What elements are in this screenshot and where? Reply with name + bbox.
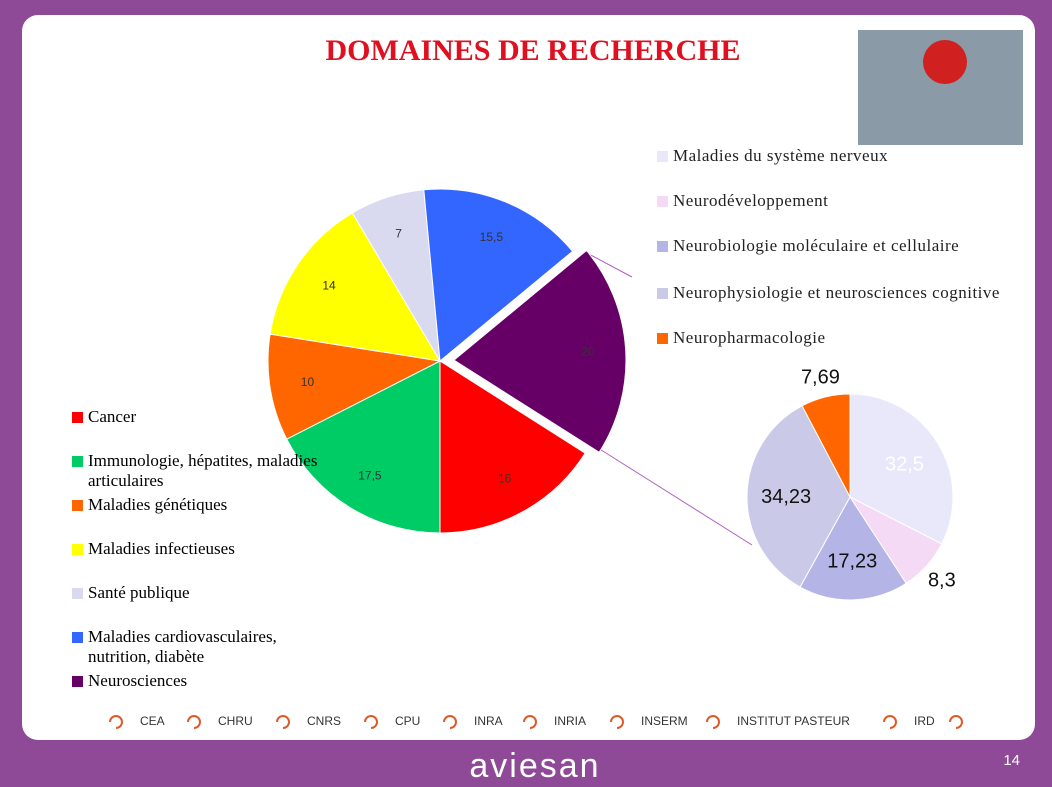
partner: INSTITUT PASTEUR	[737, 714, 850, 728]
partner-icon	[188, 716, 200, 728]
partner-icon	[524, 716, 536, 728]
slice-label: 10	[301, 375, 315, 389]
legend-entry: Santé publique	[72, 583, 318, 603]
partner: INRIA	[554, 714, 586, 728]
partner-icon	[444, 716, 456, 728]
legend-entry: Maladies infectieuses	[72, 539, 318, 559]
partner-icon	[110, 716, 122, 728]
legend-swatch	[72, 632, 83, 643]
legend-swatch	[72, 412, 83, 423]
partner: CNRS	[307, 714, 341, 728]
partner: CEA	[140, 714, 165, 728]
legend-swatch	[72, 588, 83, 599]
legend-text: Santé publique	[88, 583, 190, 602]
partner: CPU	[395, 714, 420, 728]
legend-entry: Neurosciences	[72, 671, 318, 691]
legend-swatch	[657, 241, 668, 252]
chart: DOMAINES DE RECHERCHE 14 aviesan 16 17,5 1…	[0, 0, 1052, 787]
legend-swatch	[657, 196, 668, 207]
partner-icon	[950, 716, 962, 728]
slice-label: 32,5	[885, 453, 924, 475]
slice-label: 8,3	[928, 569, 956, 591]
slice-label: 17,23	[827, 550, 877, 572]
slice-label: 34,23	[761, 486, 811, 508]
legend-text: Maladies du système nerveux	[673, 146, 888, 165]
partner-icon	[884, 716, 896, 728]
legend-text: Neurophysiologie et neurosciences cognit…	[673, 283, 1000, 302]
slide: DOMAINES DE RECHERCHE 14 aviesan 16 17,5 1…	[0, 0, 1052, 787]
legend-text: Neuropharmacologie	[673, 328, 826, 347]
connector	[598, 448, 752, 545]
photo-detail	[923, 40, 967, 84]
slice-label: 15,5	[480, 230, 504, 244]
legend-text: Neurobiologie moléculaire et cellulaire	[673, 236, 959, 255]
partner-icon	[365, 716, 377, 728]
partner-icon	[277, 716, 289, 728]
legend-swatch	[72, 500, 83, 511]
partner: INRA	[474, 714, 503, 728]
legend-swatch	[72, 544, 83, 555]
legend-text: Cancer	[88, 407, 136, 426]
legend-swatch	[657, 333, 668, 344]
legend-entry: Neurodéveloppement	[657, 191, 1023, 211]
partner-icon	[611, 716, 623, 728]
legend-text: Maladies cardiovasculaires, nutrition, d…	[88, 627, 277, 666]
legend-entry: Neurobiologie moléculaire et cellulaire	[657, 236, 1023, 256]
legend-entry: Neurophysiologie et neurosciences cognit…	[657, 283, 1023, 303]
legend-entry: Maladies cardiovasculaires, nutrition, d…	[72, 627, 318, 667]
slice-label: 17,5	[358, 468, 382, 482]
partner-icon	[707, 716, 719, 728]
slice-label: 7,69	[801, 367, 840, 389]
legend-text: Immunologie, hépatites, maladies articul…	[88, 451, 317, 490]
partner: INSERM	[641, 714, 688, 728]
legend-text: Neurosciences	[88, 671, 187, 690]
slice-label: 16	[498, 472, 512, 486]
legend-entry: Cancer	[72, 407, 318, 427]
slice-label: 20	[581, 345, 595, 359]
legend-swatch	[657, 151, 668, 162]
legend-text: Maladies génétiques	[88, 495, 227, 514]
slice-label: 14	[322, 279, 336, 293]
legend-text: Maladies infectieuses	[88, 539, 235, 558]
legend-entry: Maladies génétiques	[72, 495, 318, 515]
slice-label: 7	[395, 226, 402, 240]
page-number: 14	[1003, 752, 1020, 769]
legend-text: Neurodéveloppement	[673, 191, 828, 210]
legend-entry: Neuropharmacologie	[657, 328, 1023, 348]
partner: CHRU	[218, 714, 253, 728]
legend-entry: Maladies du système nerveux	[657, 146, 1023, 166]
legend-swatch	[72, 456, 83, 467]
legend-entry: Immunologie, hépatites, maladies articul…	[72, 451, 318, 491]
legend-swatch	[657, 288, 668, 299]
partner: IRD	[914, 714, 935, 728]
legend-swatch	[72, 676, 83, 687]
logo: aviesan	[469, 747, 600, 785]
chart-title: DOMAINES DE RECHERCHE	[325, 34, 740, 67]
